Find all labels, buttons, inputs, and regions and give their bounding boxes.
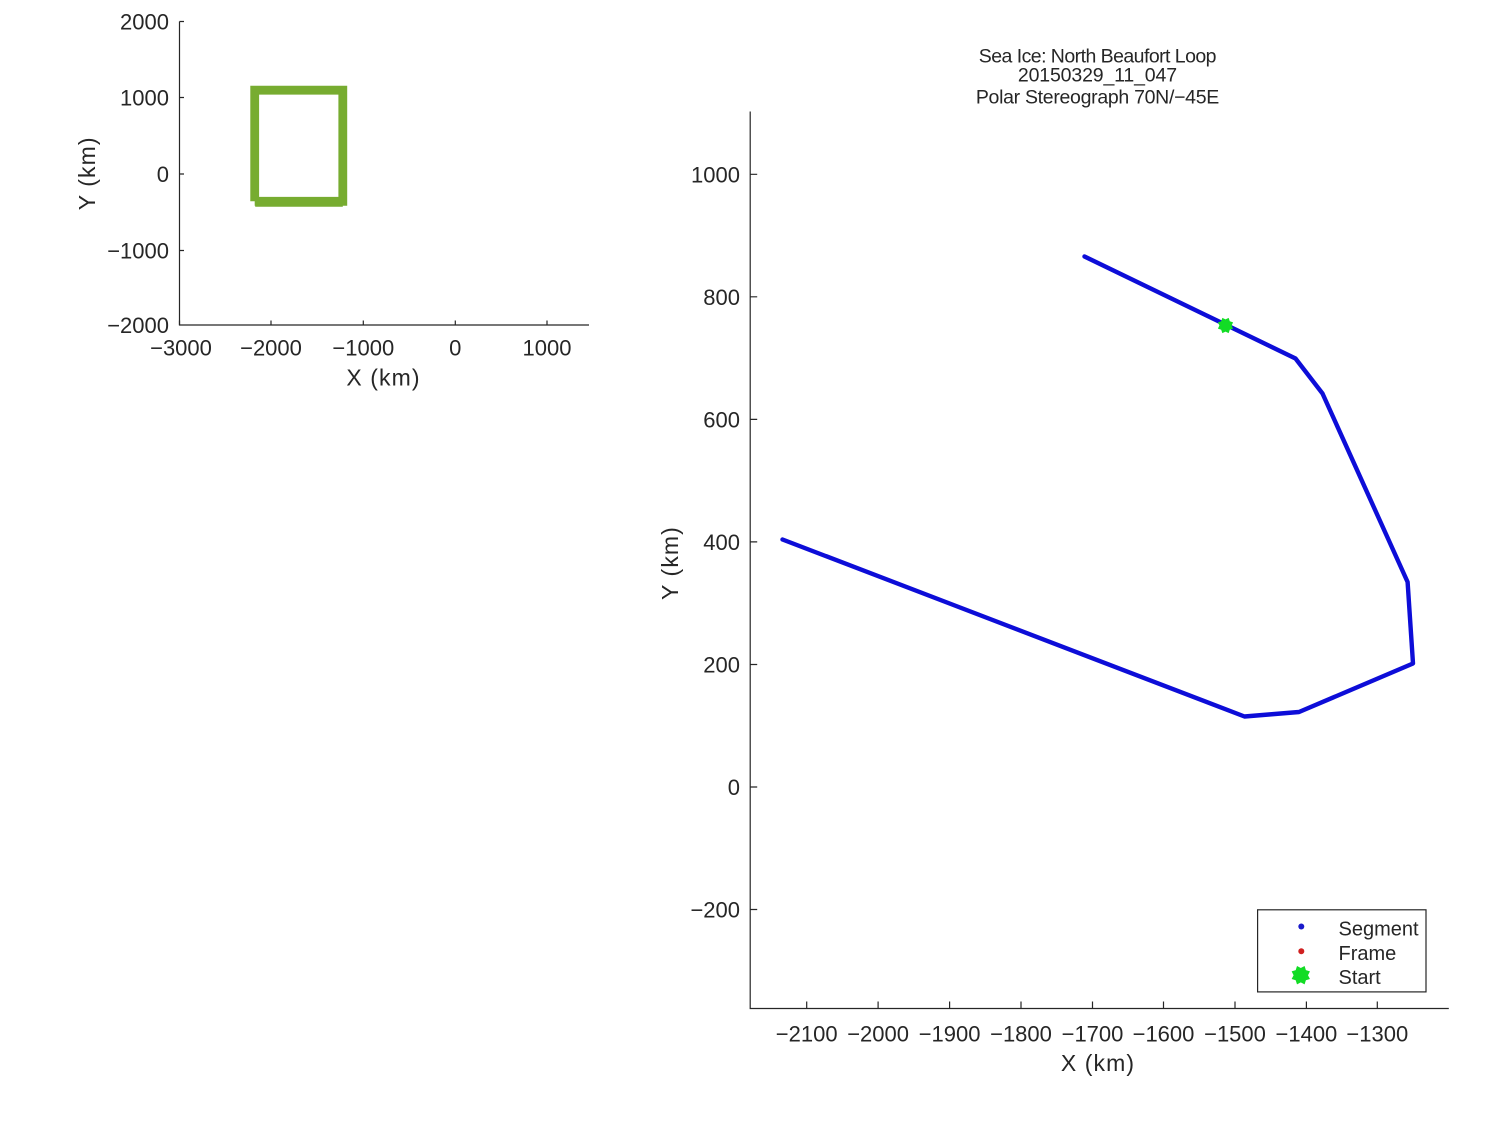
svg-text:Sea Ice: North Beaufort Loop: Sea Ice: North Beaufort Loop	[979, 46, 1217, 68]
svg-text:−1500: −1500	[1204, 1022, 1266, 1047]
svg-text:−200: −200	[690, 898, 740, 923]
svg-text:−2100: −2100	[776, 1022, 838, 1047]
svg-text:0: 0	[157, 162, 169, 187]
svg-text:Y (km): Y (km)	[657, 526, 683, 600]
svg-text:Frame: Frame	[1339, 943, 1397, 965]
svg-text:−1400: −1400	[1276, 1022, 1338, 1047]
svg-text:X (km): X (km)	[346, 365, 420, 391]
svg-text:0: 0	[449, 336, 461, 361]
svg-text:Segment: Segment	[1339, 918, 1419, 940]
svg-text:20150329_11_047: 20150329_11_047	[1018, 64, 1177, 86]
svg-text:Start: Start	[1339, 967, 1382, 989]
svg-text:2000: 2000	[120, 10, 169, 35]
svg-text:−1800: −1800	[990, 1022, 1052, 1047]
svg-text:−2000: −2000	[107, 313, 169, 338]
svg-text:−2000: −2000	[240, 336, 302, 361]
svg-text:−1000: −1000	[332, 336, 394, 361]
svg-text:200: 200	[703, 653, 740, 678]
svg-text:1000: 1000	[523, 336, 572, 361]
svg-text:−2000: −2000	[847, 1022, 909, 1047]
svg-text:−1900: −1900	[919, 1022, 981, 1047]
svg-text:−1000: −1000	[107, 239, 169, 264]
svg-text:−1700: −1700	[1062, 1022, 1124, 1047]
svg-text:Y (km): Y (km)	[74, 136, 100, 210]
svg-text:400: 400	[703, 530, 740, 555]
svg-text:600: 600	[703, 407, 740, 432]
svg-text:Polar Stereograph 70N/−45E: Polar Stereograph 70N/−45E	[976, 86, 1219, 108]
svg-text:1000: 1000	[120, 86, 169, 111]
svg-text:0: 0	[728, 775, 740, 800]
svg-text:X (km): X (km)	[1061, 1050, 1135, 1076]
svg-text:800: 800	[703, 285, 740, 310]
svg-text:−1600: −1600	[1133, 1022, 1195, 1047]
svg-text:−3000: −3000	[150, 336, 212, 361]
svg-text:1000: 1000	[691, 162, 740, 187]
svg-text:−1300: −1300	[1346, 1022, 1408, 1047]
